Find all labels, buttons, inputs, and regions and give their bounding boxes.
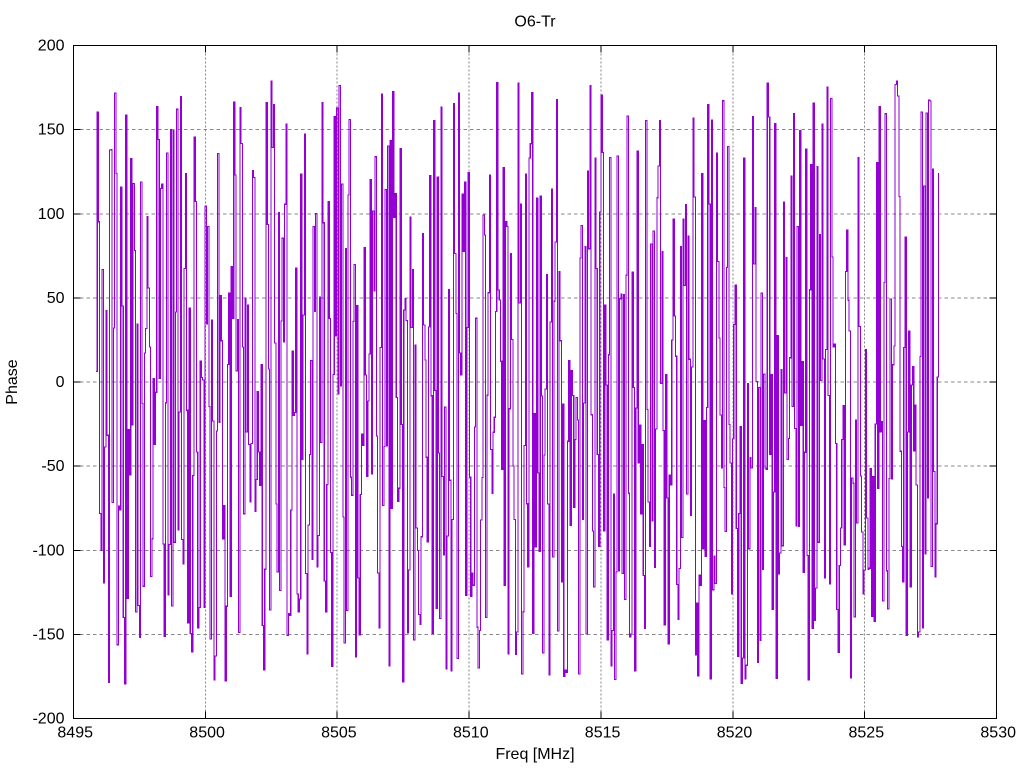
svg-text:50: 50 xyxy=(47,290,65,307)
svg-text:100: 100 xyxy=(38,206,65,223)
svg-text:O6-Tr: O6-Tr xyxy=(514,14,556,31)
svg-text:8495: 8495 xyxy=(57,725,93,742)
svg-text:Freq [MHz]: Freq [MHz] xyxy=(495,746,574,763)
svg-text:200: 200 xyxy=(38,38,65,55)
svg-text:-50: -50 xyxy=(41,458,64,475)
svg-text:0: 0 xyxy=(56,374,65,391)
svg-text:-200: -200 xyxy=(32,711,64,728)
svg-text:Phase: Phase xyxy=(4,359,21,404)
svg-text:8530: 8530 xyxy=(980,725,1016,742)
svg-text:150: 150 xyxy=(38,122,65,139)
svg-text:8520: 8520 xyxy=(717,725,753,742)
svg-text:8505: 8505 xyxy=(321,725,357,742)
svg-text:8525: 8525 xyxy=(849,725,885,742)
svg-text:-150: -150 xyxy=(32,626,64,643)
svg-text:8500: 8500 xyxy=(189,725,225,742)
svg-text:-100: -100 xyxy=(32,542,64,559)
svg-text:8515: 8515 xyxy=(585,725,621,742)
svg-text:8510: 8510 xyxy=(453,725,489,742)
